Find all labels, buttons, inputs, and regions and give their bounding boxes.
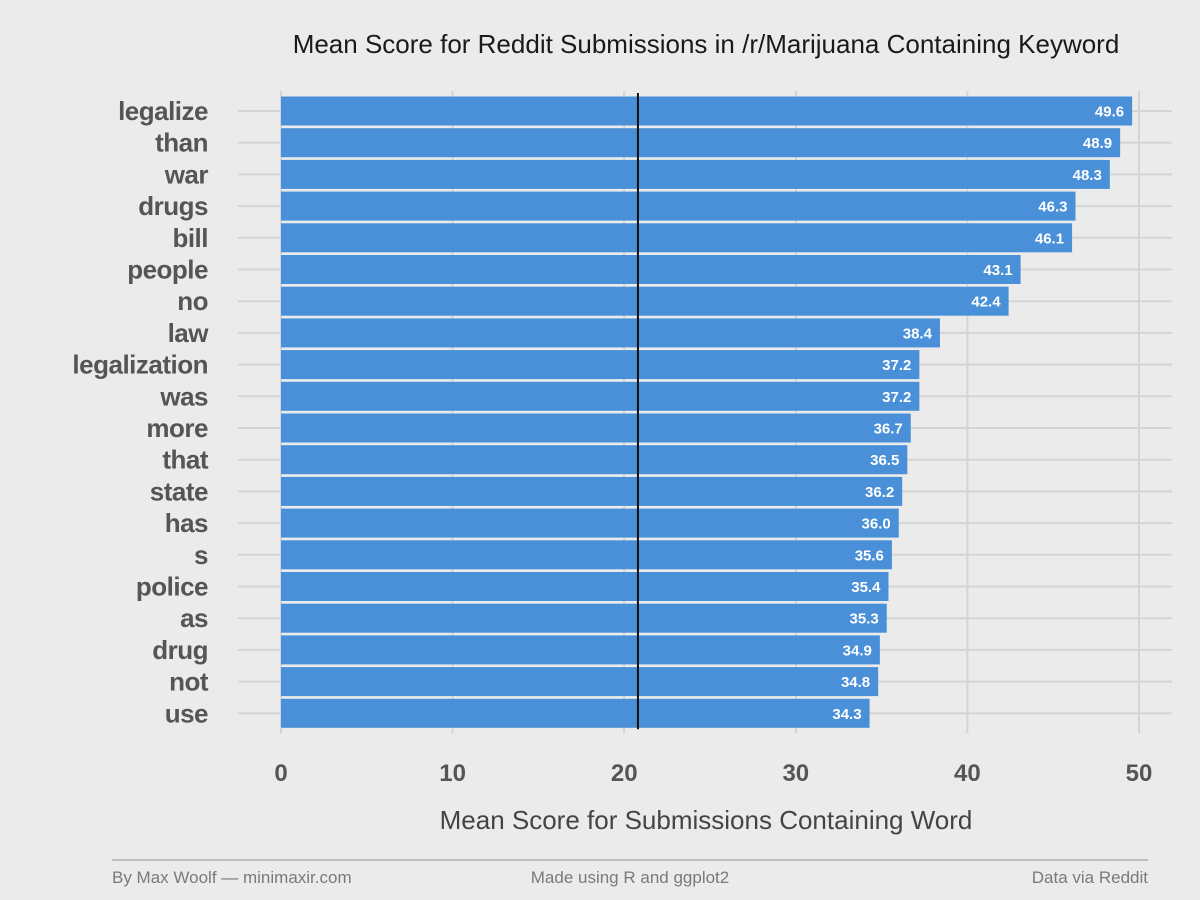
- data-label: 46.3: [1038, 199, 1067, 216]
- bar: [281, 128, 1121, 158]
- data-label: 34.9: [843, 642, 872, 659]
- data-label: 48.9: [1083, 135, 1112, 152]
- category-labels: legalizethanwardrugsbillpeoplenolawlegal…: [72, 96, 209, 728]
- category-label: state: [150, 476, 208, 506]
- category-label: no: [177, 286, 208, 316]
- data-label: 36.7: [874, 421, 903, 438]
- x-tick-label: 20: [611, 760, 638, 787]
- category-label: bill: [172, 223, 208, 253]
- data-label: 37.2: [882, 357, 911, 374]
- data-label: 49.6: [1095, 104, 1124, 121]
- bar: [281, 445, 908, 475]
- bar: [281, 381, 920, 411]
- category-label: legalize: [118, 96, 208, 126]
- category-label: use: [165, 698, 208, 728]
- category-label: was: [159, 381, 208, 411]
- category-label: legalization: [72, 350, 208, 380]
- footer-tool: Made using R and ggplot2: [531, 868, 729, 887]
- data-label: 34.8: [841, 674, 870, 691]
- data-label: 36.5: [870, 452, 899, 469]
- chart-title: Mean Score for Reddit Submissions in /r/…: [293, 29, 1120, 59]
- data-label: 34.3: [832, 706, 861, 723]
- bar: [281, 255, 1021, 284]
- x-axis-tick-labels: 0 10 20 30 40 50: [274, 760, 1152, 787]
- category-label: has: [165, 508, 208, 538]
- bar: [281, 476, 903, 506]
- category-label: s: [194, 540, 208, 570]
- bar: [281, 191, 1076, 221]
- x-tick-label: 0: [274, 760, 287, 787]
- category-label: than: [155, 128, 208, 158]
- bar: [281, 96, 1133, 126]
- bar: [281, 223, 1073, 253]
- x-tick-label: 40: [954, 760, 981, 787]
- category-label: not: [169, 667, 209, 697]
- data-label: 37.2: [882, 389, 911, 406]
- data-label: 46.1: [1035, 230, 1064, 247]
- bar: [281, 572, 889, 601]
- bar: [281, 159, 1110, 189]
- data-labels: 49.6 48.9 48.3 46.3 46.1 43.1 42.4 38.4 37.2 37.2…: [832, 104, 1124, 723]
- category-label: war: [164, 159, 209, 189]
- data-label: 43.1: [983, 262, 1012, 279]
- data-label: 48.3: [1073, 167, 1102, 184]
- category-label: drugs: [138, 191, 208, 221]
- x-axis-title: Mean Score for Submissions Containing Wo…: [440, 805, 973, 835]
- bar: [281, 540, 892, 570]
- data-label: 35.4: [851, 579, 881, 596]
- data-label: 38.4: [903, 325, 933, 342]
- category-label: as: [180, 603, 208, 633]
- bar: [281, 603, 887, 633]
- data-label: 36.0: [862, 516, 891, 533]
- bars: [281, 96, 1133, 728]
- category-label: people: [127, 255, 208, 285]
- bar: [281, 350, 920, 380]
- x-tick-label: 50: [1126, 760, 1153, 787]
- bar: [281, 667, 879, 697]
- footer-credit: By Max Woolf — minimaxir.com: [112, 868, 352, 887]
- bar: [281, 318, 940, 348]
- bar: [281, 635, 880, 665]
- footer-source: Data via Reddit: [1032, 868, 1149, 887]
- category-label: more: [146, 413, 208, 443]
- bar: [281, 413, 911, 443]
- data-label: 42.4: [971, 294, 1001, 311]
- bar: [281, 698, 870, 728]
- x-tick-label: 30: [782, 760, 809, 787]
- category-label: law: [168, 318, 210, 348]
- bar: [281, 286, 1009, 316]
- bar: [281, 508, 899, 538]
- category-label: that: [162, 445, 209, 475]
- category-label: drug: [152, 635, 208, 665]
- category-label: police: [136, 572, 208, 602]
- data-label: 35.6: [855, 547, 884, 564]
- data-label: 36.2: [865, 484, 894, 501]
- data-label: 35.3: [850, 611, 879, 628]
- x-tick-label: 10: [439, 760, 466, 787]
